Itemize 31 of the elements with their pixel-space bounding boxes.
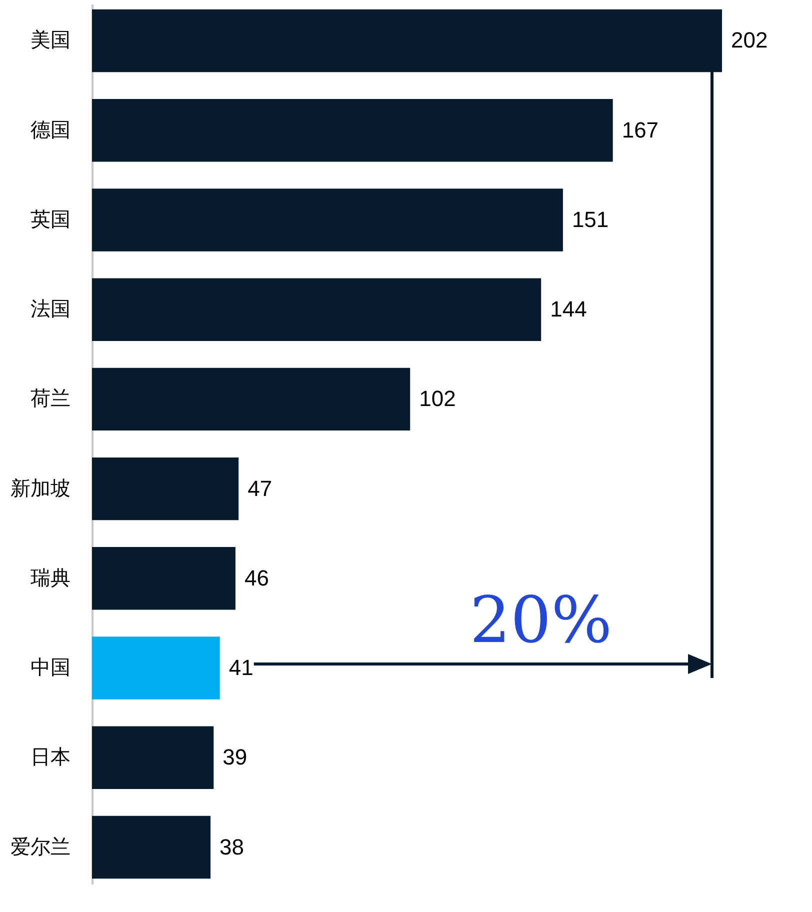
- bar: [92, 726, 214, 790]
- data-label: 151: [572, 206, 609, 232]
- y-tick-label: 新加坡: [10, 476, 70, 500]
- annotation: 20%: [470, 584, 612, 658]
- bar: [92, 816, 211, 879]
- y-tick-label: 荷兰: [30, 386, 70, 410]
- y-tick-label: 德国: [30, 117, 70, 142]
- data-label: 46: [244, 565, 269, 590]
- data-label: 47: [248, 476, 272, 501]
- bar: [92, 188, 563, 252]
- bar: [92, 457, 239, 520]
- bar: [92, 98, 613, 162]
- data-label: 39: [222, 744, 248, 770]
- bar: [92, 9, 722, 72]
- y-tick-label: 瑞典: [30, 565, 70, 590]
- data-label: 202: [731, 28, 768, 53]
- bar: [92, 368, 410, 431]
- y-tick-label: 爱尔兰: [10, 834, 70, 858]
- data-label: 38: [220, 834, 244, 860]
- y-tick-label: 英国: [30, 206, 70, 231]
- y-tick-label: 美国: [30, 28, 70, 52]
- bar: [92, 278, 542, 341]
- y-tick-label: 法国: [30, 296, 70, 321]
- data-label: 167: [622, 117, 659, 142]
- y-tick-label: 日本: [30, 744, 70, 769]
- data-label: 41: [228, 655, 254, 680]
- y-tick-label: 中国: [30, 655, 70, 680]
- bar: [92, 547, 236, 610]
- data-label: 144: [550, 296, 587, 322]
- data-label: 102: [419, 386, 456, 412]
- bar: [92, 636, 220, 700]
